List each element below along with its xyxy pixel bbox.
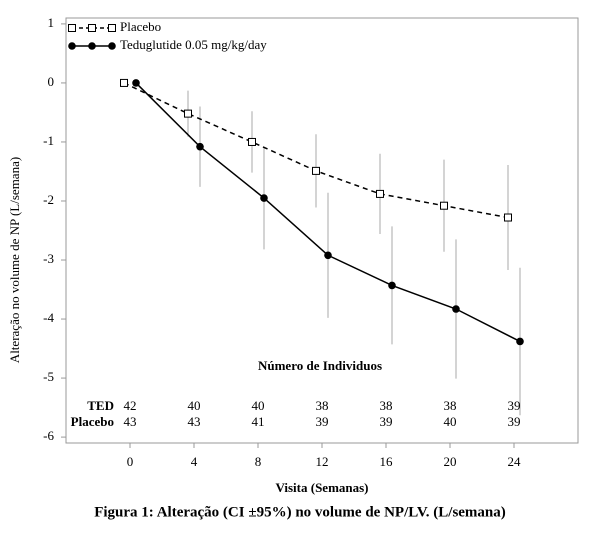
table-cell: 38	[316, 398, 329, 413]
table-cell: 43	[188, 414, 201, 429]
table-cell: 39	[316, 414, 329, 429]
y-tick-label: -3	[43, 251, 54, 266]
legend-marker	[108, 24, 116, 32]
x-tick-label: 12	[316, 454, 329, 469]
legend-marker	[68, 42, 76, 50]
y-tick-label: 0	[48, 74, 55, 89]
legend-label: Placebo	[120, 19, 161, 34]
data-point	[376, 189, 384, 198]
data-point	[184, 109, 192, 118]
data-point	[132, 79, 140, 87]
data-point	[248, 137, 256, 146]
data-point	[516, 337, 524, 346]
y-tick-label: -1	[43, 133, 54, 148]
table-row-label: Placebo	[71, 414, 114, 429]
table-cell: 39	[508, 414, 521, 429]
x-tick-label: 16	[380, 454, 394, 469]
table-title: Número de Individuos	[258, 358, 382, 373]
x-tick-label: 24	[508, 454, 522, 469]
data-point	[312, 166, 320, 175]
y-tick-label: -5	[43, 369, 54, 384]
x-tick-label: 0	[127, 454, 134, 469]
table-cell: 40	[252, 398, 265, 413]
y-tick-label: -4	[43, 310, 54, 325]
x-axis-label: Visita (Semanas)	[275, 480, 368, 495]
legend-marker	[88, 42, 96, 50]
data-point	[440, 201, 448, 210]
table-cell: 40	[444, 414, 457, 429]
table-cell: 40	[188, 398, 201, 413]
data-point	[120, 78, 128, 87]
legend-marker	[88, 24, 96, 32]
data-point	[324, 251, 332, 260]
caption: Figura 1: Alteração (CI ±95%) no volume …	[94, 504, 506, 520]
legend-label: Teduglutide 0.05 mg/kg/day	[120, 37, 267, 52]
table-row-label: TED	[87, 398, 114, 413]
y-tick-label: -6	[43, 428, 54, 443]
plot-frame	[65, 17, 579, 444]
legend-marker	[108, 42, 116, 50]
data-point	[504, 213, 512, 222]
y-tick-label: -2	[43, 192, 54, 207]
data-point	[260, 194, 268, 202]
table-cell: 39	[508, 398, 521, 413]
data-point	[196, 142, 204, 151]
x-tick-label: 8	[255, 454, 262, 469]
data-point	[388, 281, 396, 290]
x-tick-label: 20	[444, 454, 457, 469]
table-cell: 38	[444, 398, 457, 413]
legend-marker	[68, 24, 76, 32]
table-cell: 42	[124, 398, 137, 413]
table-cell: 39	[380, 414, 393, 429]
table-cell: 38	[380, 398, 393, 413]
x-tick-label: 4	[191, 454, 198, 469]
table-cell: 43	[124, 414, 137, 429]
table-cell: 41	[252, 414, 265, 429]
y-axis-label: Alteração no volume de NP (L/semana)	[7, 157, 22, 363]
y-tick-label: 1	[48, 15, 55, 30]
data-point	[452, 305, 460, 313]
